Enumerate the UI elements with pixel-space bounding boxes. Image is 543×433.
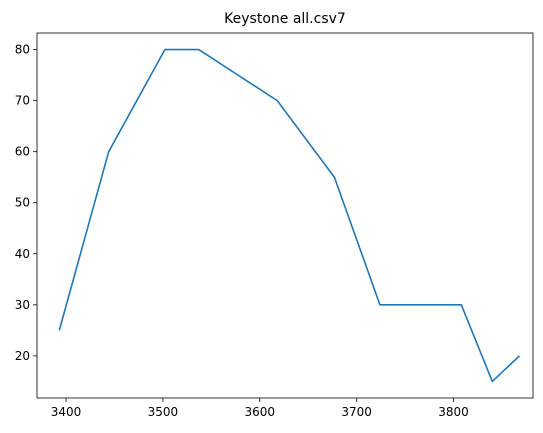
y-axis-ticks: 20 30 40 50 60 70 80 — [15, 43, 37, 363]
y-tick-label: 60 — [15, 145, 30, 159]
x-tick-label: 3800 — [438, 405, 469, 419]
y-tick-label: 80 — [15, 43, 30, 57]
y-tick-label: 70 — [15, 94, 30, 108]
x-axis-ticks: 3400 3500 3600 3700 3800 — [51, 398, 469, 419]
chart-title: Keystone all.csv7 — [224, 11, 346, 27]
plot-frame — [36, 32, 534, 399]
x-tick-label: 3400 — [51, 405, 82, 419]
y-tick-label: 30 — [15, 298, 30, 312]
series-line — [58, 48, 520, 383]
y-tick-label: 50 — [15, 196, 30, 210]
x-tick-label: 3500 — [148, 405, 179, 419]
x-tick-label: 3600 — [245, 405, 276, 419]
y-tick-label: 40 — [15, 247, 30, 261]
series-layer — [58, 48, 520, 383]
x-tick-label: 3700 — [341, 405, 372, 419]
y-tick-label: 20 — [15, 349, 30, 363]
